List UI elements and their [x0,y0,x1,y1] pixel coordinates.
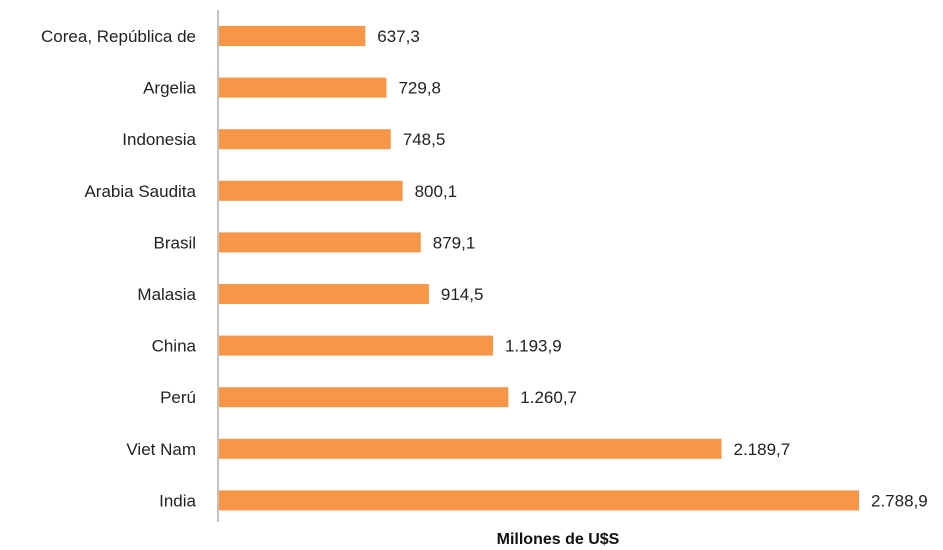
value-label-5: 914,5 [441,285,484,304]
bar-6 [219,335,493,356]
category-label-8: Viet Nam [126,440,196,459]
value-label-9: 2.788,9 [871,491,928,510]
value-label-8: 2.189,7 [733,440,790,459]
value-label-6: 1.193,9 [505,337,562,356]
x-axis-title: Millones de U$S [497,531,620,548]
bars-group [219,26,859,511]
value-label-3: 800,1 [415,182,458,201]
category-label-6: China [152,337,197,356]
bar-5 [219,284,429,304]
category-label-5: Malasia [137,285,196,304]
category-label-1: Argelia [143,79,196,98]
bar-3 [219,180,403,201]
bar-2 [219,129,391,150]
bar-9 [219,490,859,511]
category-label-9: India [159,491,196,510]
category-label-2: Indonesia [122,130,196,149]
bar-4 [219,232,421,253]
category-label-4: Brasil [153,233,196,252]
bar-7 [219,387,509,408]
category-label-0: Corea, República de [41,27,196,46]
value-label-1: 729,8 [398,79,441,98]
value-label-0: 637,3 [377,27,420,46]
category-label-3: Arabia Saudita [84,182,196,201]
category-label-7: Perú [160,388,196,407]
value-label-2: 748,5 [403,130,446,149]
value-label-7: 1.260,7 [520,388,577,407]
bar-0 [219,26,366,46]
bar-1 [219,77,387,98]
category-labels: Corea, República de Argelia Indonesia Arabi… [41,27,197,510]
bar-8 [219,438,722,459]
value-label-4: 879,1 [433,233,476,252]
value-labels: 637,3 729,8 748,5 800,1 879,1 914,5 1.193,9 1.2… [377,27,927,510]
